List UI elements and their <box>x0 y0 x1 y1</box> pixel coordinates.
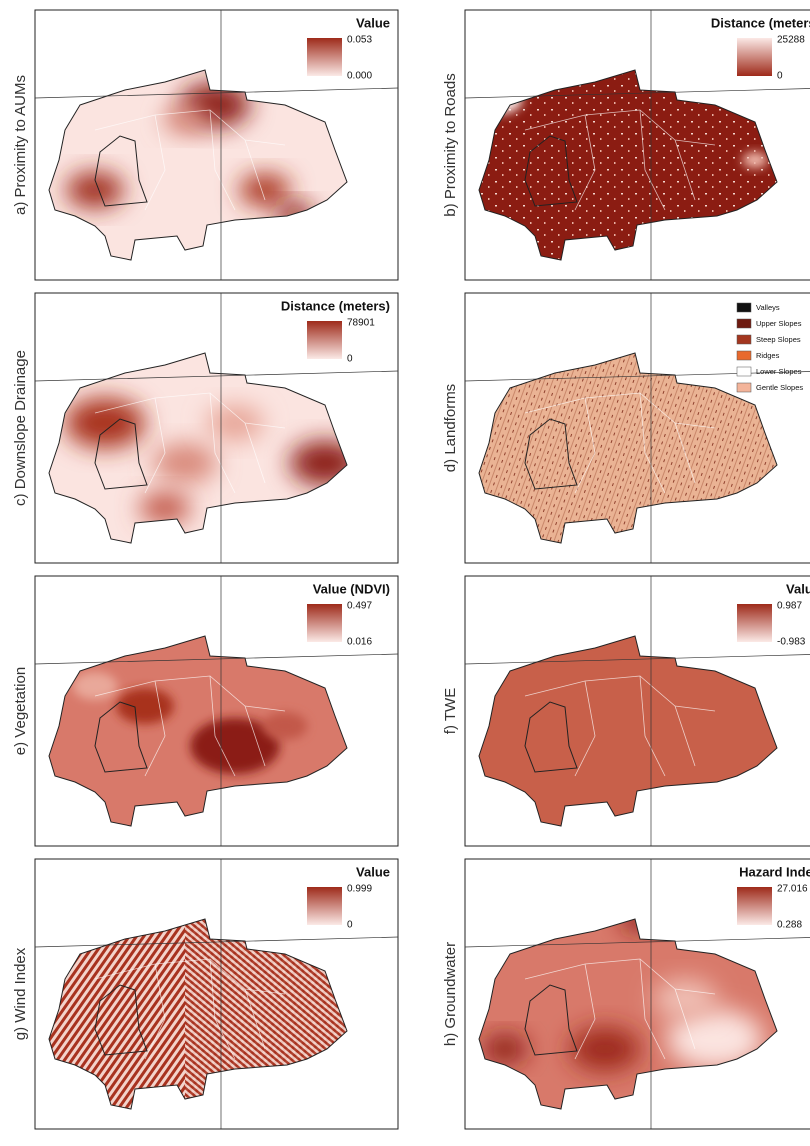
legend-max: 78901 <box>347 318 375 329</box>
panel-label: e) Vegetation <box>12 667 29 755</box>
legend-item: Lower Slopes <box>756 367 802 376</box>
panel-label: f) TWE <box>442 688 459 734</box>
legend-ramp <box>307 38 342 76</box>
legend-title: Distance (meters) <box>711 15 810 30</box>
legend-title: Distance (meters) <box>281 298 390 313</box>
legend-max: 0.999 <box>347 884 372 895</box>
legend-max: 27.016 <box>777 884 808 895</box>
legend-swatch <box>737 367 751 376</box>
legend-title: Hazard Index <box>739 864 810 879</box>
legend-min: 0 <box>347 920 353 931</box>
panel-label: c) Downslope Drainage <box>12 350 29 506</box>
legend-title: Value <box>356 15 390 30</box>
legend-max: 0.053 <box>347 35 372 46</box>
panel-label: b) Proximity to Roads <box>442 73 459 216</box>
map-panel <box>465 293 810 563</box>
legend-item: Steep Slopes <box>756 335 801 344</box>
panel-label: h) Groundwater <box>442 942 459 1046</box>
legend-max: 0.497 <box>347 601 372 612</box>
map-spot <box>139 492 190 524</box>
map-spot <box>263 712 308 740</box>
map-spot <box>116 688 174 724</box>
legend-item: Gentle Slopes <box>756 383 803 392</box>
legend-ramp <box>737 887 772 925</box>
legend-ramp <box>307 321 342 359</box>
legend-ramp <box>307 604 342 642</box>
figure: a) Proximity to AUMs Value 0.053 0.000 b) Pr… <box>0 0 810 1146</box>
map-panel <box>35 859 398 1129</box>
panel-label: g) Wind Index <box>12 947 29 1040</box>
map-spot <box>653 979 717 1019</box>
legend-ramp <box>737 38 772 76</box>
legend-swatch <box>737 319 751 328</box>
map-spot <box>239 174 290 206</box>
legend-min: 0.288 <box>777 920 802 931</box>
panel-label: d) Landforms <box>442 384 459 472</box>
legend-max: 25288 <box>777 35 805 46</box>
legend-min: 0.000 <box>347 71 372 82</box>
map-spot <box>206 405 264 441</box>
legend-ramp <box>737 604 772 642</box>
map-panel <box>35 293 398 563</box>
legend-title: Value <box>786 581 810 596</box>
legend-swatch <box>737 335 751 344</box>
legend-item: Ridges <box>756 351 780 360</box>
legend-swatch <box>737 383 751 392</box>
legend-max: 0.987 <box>777 601 802 612</box>
legend-item: Upper Slopes <box>756 319 802 328</box>
map-panel <box>35 10 398 280</box>
map-spot <box>742 152 768 168</box>
map-spot <box>163 106 208 134</box>
legend-swatch <box>737 303 751 312</box>
legend-title: Value (NDVI) <box>313 581 390 596</box>
legend-min: 0 <box>777 71 783 82</box>
legend-min: -0.983 <box>777 637 806 648</box>
legend-title: Value <box>356 864 390 879</box>
map-spot <box>483 1035 528 1063</box>
map-spot <box>153 443 217 483</box>
legend-ramp <box>307 887 342 925</box>
legend-swatch <box>737 351 751 360</box>
legend-min: 0.016 <box>347 637 372 648</box>
panel-label: a) Proximity to AUMs <box>12 75 29 215</box>
legend-item: Valleys <box>756 303 780 312</box>
map-panel <box>35 576 398 846</box>
legend-min: 0 <box>347 354 353 365</box>
